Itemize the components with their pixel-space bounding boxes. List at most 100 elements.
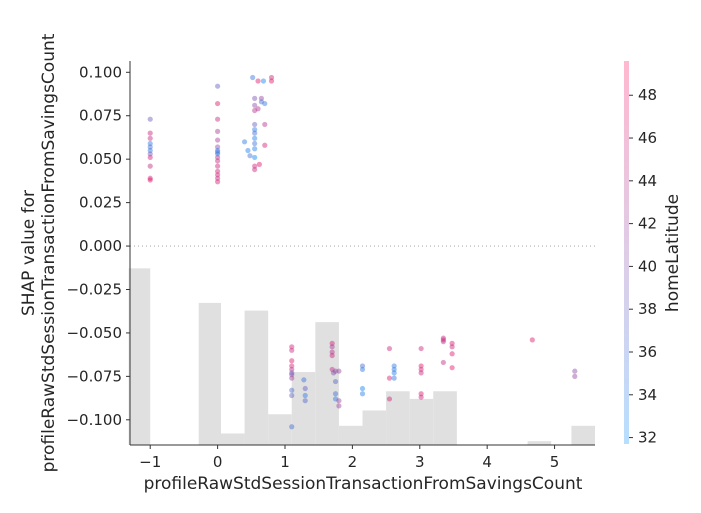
scatter-point xyxy=(289,344,295,350)
colorbar-tick-label: 44 xyxy=(638,172,657,190)
scatter-point xyxy=(289,392,295,399)
histogram-bar xyxy=(291,372,316,445)
scatter-point xyxy=(252,127,258,133)
colorbar-tick-label: 32 xyxy=(638,429,657,447)
scatter-point xyxy=(147,177,153,183)
scatter-point xyxy=(572,368,578,374)
scatter-point xyxy=(147,154,153,161)
histogram-bar xyxy=(527,441,552,445)
histogram-bar xyxy=(220,433,245,445)
scatter-point xyxy=(391,375,397,381)
x-tick-label: 4 xyxy=(482,453,492,471)
scatter-point xyxy=(215,100,221,107)
scatter-point xyxy=(258,99,265,105)
colorbar-tick-label: 38 xyxy=(638,300,657,318)
scatter-point xyxy=(147,130,153,136)
scatter-point xyxy=(147,140,153,147)
scatter-point xyxy=(268,74,275,81)
scatter-point xyxy=(255,78,261,84)
colorbar-tick-label: 40 xyxy=(638,257,657,275)
scatter-point xyxy=(329,340,335,346)
scatter-point xyxy=(332,378,339,385)
scatter-point xyxy=(215,158,221,164)
y-tick-label: 0.100 xyxy=(79,63,122,81)
scatter-point xyxy=(256,161,262,167)
histogram-bar xyxy=(315,322,339,445)
scatter-point xyxy=(332,391,339,397)
histogram-bar xyxy=(571,425,595,445)
scatter-point xyxy=(418,391,424,397)
histogram-bar xyxy=(386,391,410,445)
scatter-point xyxy=(289,366,295,373)
scatter-point xyxy=(262,121,268,128)
histogram-bar xyxy=(128,268,151,445)
scatter-point xyxy=(301,377,307,383)
scatter-point xyxy=(262,142,268,148)
y-axis-label-line-2: profileRawStdSessionTransactionFromSavin… xyxy=(39,33,59,472)
axes-layer: −1 0 1 2 3 4 5 0.100 0.075 0.050 0.025 0.000 −0.025 −… xyxy=(66,61,595,471)
scatter-point xyxy=(359,385,366,392)
scatter-point xyxy=(329,366,335,373)
scatter-point xyxy=(258,95,265,101)
scatter-point xyxy=(391,370,397,376)
scatter-point xyxy=(215,149,221,155)
scatter-point xyxy=(336,398,342,404)
scatter-point xyxy=(418,345,424,352)
scatter-point xyxy=(289,358,295,364)
scatter-point xyxy=(147,144,153,150)
scatter-point xyxy=(252,95,258,101)
scatter-point xyxy=(359,391,366,397)
histogram-bar xyxy=(268,414,292,445)
scatter-point xyxy=(289,363,295,369)
scatter-point xyxy=(245,147,251,154)
scatter-point xyxy=(215,172,221,178)
scatter-point xyxy=(147,175,153,181)
x-tick-label: 5 xyxy=(550,453,560,471)
scatter-point xyxy=(440,337,446,343)
colorbar-gradient xyxy=(624,61,629,444)
scatter-point xyxy=(252,146,258,152)
scatter-point xyxy=(289,424,295,430)
y-tick-label: 0.000 xyxy=(79,237,122,255)
colorbar-tick-label: 46 xyxy=(638,129,657,147)
scatter-point xyxy=(440,339,446,345)
scatter-point xyxy=(289,370,295,376)
scatter-point xyxy=(418,394,424,400)
scatter-point xyxy=(302,392,308,399)
points-layer xyxy=(147,74,578,430)
histogram-bar xyxy=(338,425,363,445)
x-tick-label: 0 xyxy=(213,453,223,471)
x-tick-label: 1 xyxy=(280,453,290,471)
scatter-point xyxy=(215,147,221,154)
scatter-point xyxy=(391,366,397,373)
scatter-point xyxy=(336,403,342,409)
y-tick-label: −0.025 xyxy=(66,280,122,298)
scatter-point xyxy=(418,366,424,373)
colorbar-tick-label: 48 xyxy=(638,86,657,104)
scatter-point xyxy=(147,163,153,169)
scatter-point xyxy=(252,140,258,147)
scatter-point xyxy=(215,175,221,181)
scatter-point xyxy=(147,147,153,154)
x-tick-label: 2 xyxy=(348,453,358,471)
scatter-point xyxy=(147,151,153,157)
scatter-point xyxy=(215,144,221,150)
scatter-point xyxy=(215,128,221,134)
scatter-point xyxy=(215,179,221,185)
scatter-point xyxy=(440,359,446,366)
scatter-point xyxy=(289,387,295,393)
y-tick-label: −0.075 xyxy=(66,367,122,385)
y-tick-label: −0.100 xyxy=(66,411,122,429)
scatter-point xyxy=(449,340,455,346)
scatter-point xyxy=(215,151,221,157)
y-tick-label: 0.025 xyxy=(79,194,122,212)
scatter-point xyxy=(529,337,535,343)
y-tick-label: 0.050 xyxy=(79,150,122,168)
scatter-point xyxy=(252,163,258,169)
scatter-point xyxy=(332,368,339,374)
scatter-point xyxy=(386,345,393,352)
scatter-point xyxy=(252,121,258,128)
scatter-point xyxy=(255,106,261,112)
x-axis-label: profileRawStdSessionTransactionFromSavin… xyxy=(144,474,583,494)
histogram-bar xyxy=(198,302,221,445)
